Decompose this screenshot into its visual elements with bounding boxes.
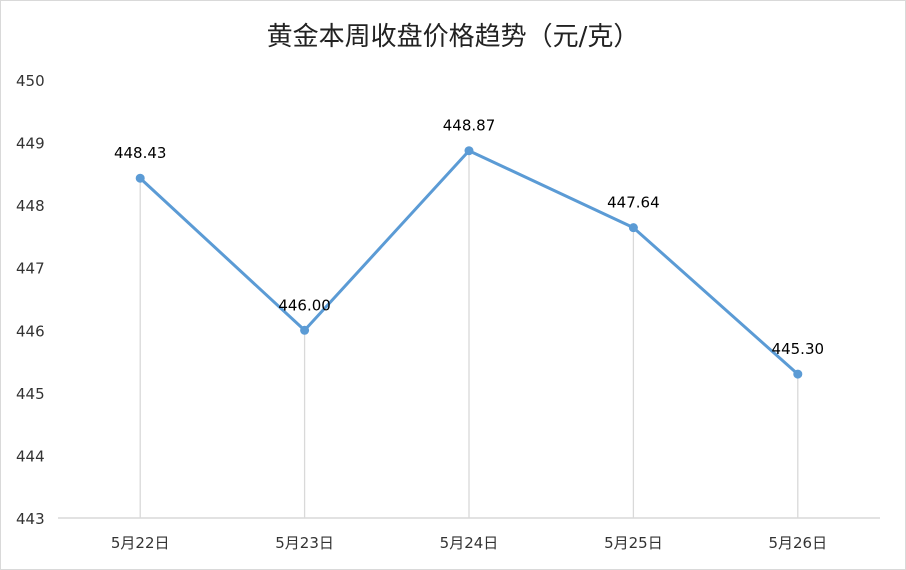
y-tick-label: 449 — [16, 135, 45, 153]
data-point — [464, 146, 474, 156]
data-point — [628, 223, 638, 233]
y-tick-label: 450 — [16, 72, 45, 90]
x-tick-label: 5月24日 — [440, 534, 499, 552]
x-tick-label: 5月26日 — [768, 534, 827, 552]
data-point — [300, 325, 310, 335]
chart-title: 黄金本周收盘价格趋势（元/克） — [266, 22, 640, 52]
y-tick-label: 445 — [16, 385, 45, 403]
x-tick-label: 5月22日 — [111, 534, 170, 552]
data-label: 448.87 — [443, 117, 496, 135]
x-tick-label: 5月23日 — [275, 534, 334, 552]
y-tick-label: 446 — [16, 322, 45, 340]
data-label: 446.00 — [278, 296, 331, 314]
data-label: 445.30 — [772, 340, 825, 358]
y-tick-label: 444 — [16, 447, 45, 465]
y-tick-label: 443 — [16, 510, 45, 528]
y-tick-label: 448 — [16, 197, 45, 215]
data-label: 447.64 — [607, 194, 660, 212]
y-tick-label: 447 — [16, 260, 45, 278]
data-label: 448.43 — [114, 144, 167, 162]
data-point — [793, 369, 803, 379]
data-point — [135, 173, 145, 183]
x-tick-label: 5月25日 — [604, 534, 663, 552]
